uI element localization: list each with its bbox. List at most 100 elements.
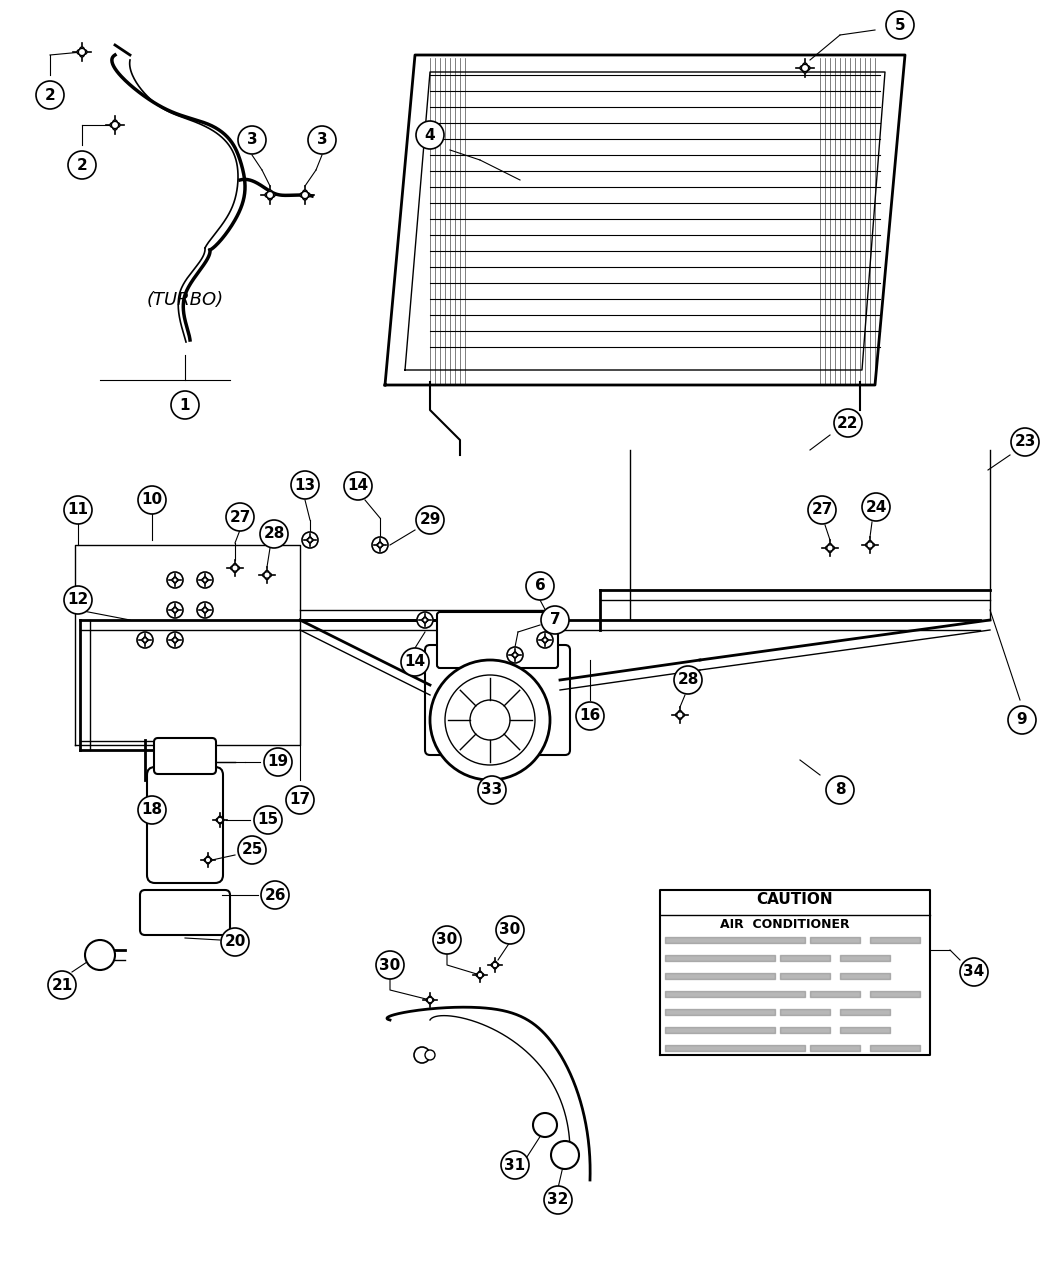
Circle shape [64, 586, 92, 615]
Circle shape [265, 571, 269, 575]
Circle shape [800, 66, 804, 70]
Text: 18: 18 [142, 802, 163, 817]
Circle shape [208, 858, 212, 862]
Circle shape [379, 546, 381, 548]
Text: 27: 27 [812, 502, 833, 518]
Circle shape [202, 608, 205, 612]
Circle shape [306, 193, 310, 198]
Circle shape [828, 548, 832, 552]
Circle shape [803, 62, 807, 68]
Circle shape [204, 607, 207, 609]
Circle shape [867, 542, 874, 548]
Circle shape [541, 606, 569, 634]
Circle shape [376, 951, 404, 979]
Circle shape [220, 928, 249, 956]
Circle shape [445, 674, 536, 765]
Circle shape [110, 122, 114, 128]
Text: 2: 2 [77, 158, 87, 172]
Circle shape [144, 638, 146, 640]
Circle shape [378, 543, 382, 547]
Circle shape [271, 193, 275, 198]
Text: 29: 29 [419, 513, 441, 528]
Circle shape [172, 579, 174, 581]
Circle shape [492, 963, 498, 968]
Circle shape [302, 532, 318, 548]
Circle shape [206, 579, 208, 581]
Circle shape [286, 785, 314, 813]
Text: 14: 14 [404, 654, 425, 669]
Circle shape [204, 611, 207, 613]
Circle shape [142, 639, 145, 641]
Circle shape [416, 506, 444, 534]
Circle shape [173, 611, 176, 613]
Text: 15: 15 [257, 812, 278, 827]
Circle shape [172, 608, 174, 612]
FancyBboxPatch shape [154, 738, 216, 774]
Circle shape [543, 638, 547, 643]
Text: AIR  CONDITIONER: AIR CONDITIONER [720, 918, 849, 932]
Circle shape [167, 572, 183, 588]
Text: 12: 12 [67, 593, 88, 607]
Circle shape [218, 816, 222, 820]
Text: 28: 28 [677, 672, 698, 687]
Circle shape [173, 640, 176, 643]
Text: 10: 10 [142, 492, 163, 507]
Circle shape [206, 856, 210, 859]
Circle shape [834, 409, 862, 437]
Circle shape [826, 544, 834, 551]
Circle shape [862, 493, 890, 521]
Circle shape [233, 569, 237, 572]
Text: 21: 21 [51, 978, 72, 992]
Circle shape [428, 1001, 432, 1003]
Circle shape [678, 710, 683, 714]
Circle shape [173, 607, 176, 609]
Circle shape [264, 748, 292, 776]
Text: 23: 23 [1014, 435, 1035, 450]
Circle shape [478, 776, 506, 805]
Circle shape [516, 654, 518, 657]
Circle shape [308, 126, 336, 154]
Text: 30: 30 [379, 958, 401, 973]
Circle shape [430, 998, 434, 1002]
Circle shape [80, 52, 84, 57]
Circle shape [111, 121, 119, 129]
Circle shape [173, 608, 177, 612]
Circle shape [204, 580, 207, 583]
Circle shape [1011, 428, 1040, 456]
Circle shape [85, 940, 116, 970]
Text: 3: 3 [247, 133, 257, 148]
Circle shape [309, 537, 312, 539]
Circle shape [83, 50, 87, 55]
Text: 2: 2 [44, 88, 56, 102]
Circle shape [265, 575, 269, 579]
Circle shape [425, 618, 428, 621]
Circle shape [204, 858, 208, 862]
Text: 3: 3 [317, 133, 328, 148]
Circle shape [427, 997, 433, 1003]
Circle shape [220, 819, 224, 822]
Circle shape [828, 543, 832, 547]
Text: CAUTION: CAUTION [757, 892, 834, 908]
Circle shape [308, 538, 312, 542]
Circle shape [267, 191, 274, 199]
Circle shape [496, 963, 499, 966]
Circle shape [512, 653, 518, 657]
Circle shape [825, 546, 830, 550]
Circle shape [205, 857, 211, 863]
Circle shape [537, 632, 553, 648]
Circle shape [238, 836, 266, 864]
Circle shape [677, 711, 684, 718]
Text: 24: 24 [865, 500, 886, 515]
Circle shape [77, 50, 82, 55]
Circle shape [423, 618, 427, 622]
Circle shape [545, 639, 548, 641]
Circle shape [801, 65, 808, 71]
Text: 6: 6 [534, 579, 545, 593]
Circle shape [551, 1141, 579, 1169]
Circle shape [494, 961, 497, 965]
Text: 30: 30 [500, 923, 521, 937]
Text: 34: 34 [964, 964, 985, 979]
Circle shape [311, 538, 313, 542]
Circle shape [204, 576, 207, 580]
Circle shape [112, 125, 118, 130]
